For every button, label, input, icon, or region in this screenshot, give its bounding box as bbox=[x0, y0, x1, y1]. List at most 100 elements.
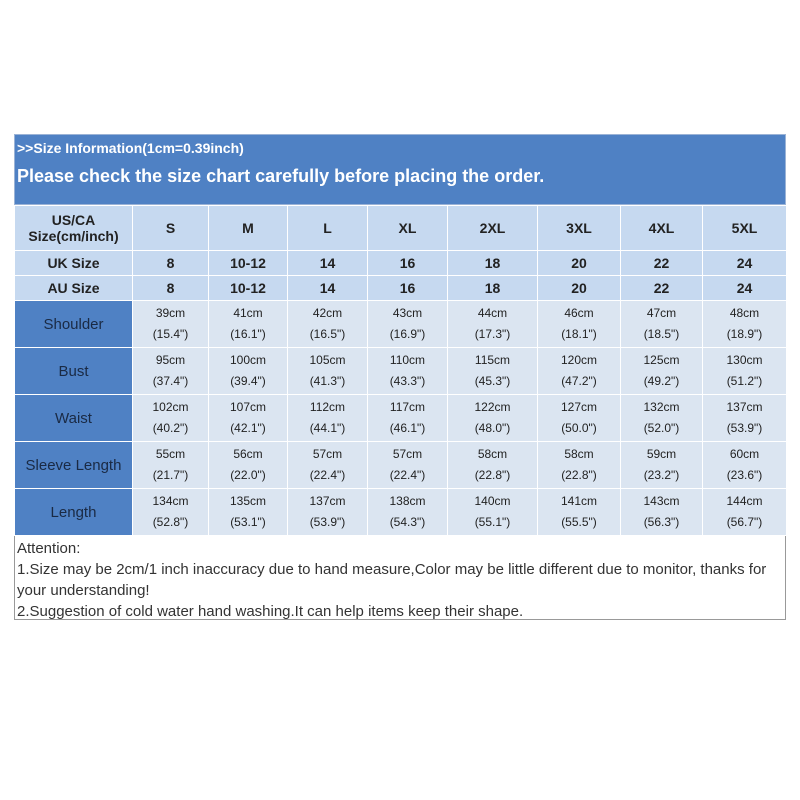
cm-value: 60cm bbox=[729, 447, 760, 461]
measure-cell: 39cm (15.4") bbox=[132, 300, 209, 348]
cm-value: 141cm bbox=[560, 494, 598, 508]
header-title: Please check the size chart carefully be… bbox=[17, 166, 545, 186]
measure-cell: 41cm (16.1") bbox=[208, 300, 288, 348]
inch-value: (55.1") bbox=[474, 515, 511, 529]
inch-value: (22.4") bbox=[389, 468, 426, 482]
inch-value: (18.9") bbox=[726, 327, 763, 341]
size-cell: 10-12 bbox=[208, 250, 288, 276]
size-cell: 14 bbox=[287, 275, 368, 301]
inch-value: (52.0") bbox=[643, 421, 680, 435]
measure-cell: 112cm (44.1") bbox=[287, 394, 368, 442]
measure-cell: 135cm (53.1") bbox=[208, 488, 288, 536]
cm-value: 112cm bbox=[309, 400, 346, 414]
size-cell: 20 bbox=[537, 275, 621, 301]
attention-item: 2.Suggestion of cold water hand washing.… bbox=[17, 603, 524, 620]
cm-value: 100cm bbox=[229, 353, 267, 367]
cm-value: 41cm bbox=[233, 306, 263, 320]
inch-value: (56.3") bbox=[643, 515, 680, 529]
inch-value: (53.1") bbox=[230, 515, 266, 529]
inch-value: (23.2") bbox=[643, 468, 680, 482]
cm-value: 132cm bbox=[643, 400, 680, 414]
column-header: L bbox=[287, 205, 368, 251]
measure-cell: 137cm (53.9") bbox=[702, 394, 787, 442]
cm-value: 102cm bbox=[152, 400, 189, 414]
cm-value: 138cm bbox=[389, 494, 426, 508]
measure-cell: 58cm (22.8") bbox=[537, 441, 621, 489]
size-cell: 14 bbox=[287, 250, 368, 276]
row-label: Sleeve Length bbox=[14, 441, 133, 489]
size-cell: 8 bbox=[132, 275, 209, 301]
size-cell: 16 bbox=[367, 250, 448, 276]
size-table: US/CA Size(cm/inch) S M L XL 2XL 3XL 4XL 5XL UK S… bbox=[14, 205, 787, 536]
size-cell: 24 bbox=[702, 275, 787, 301]
inch-value: (46.1") bbox=[389, 421, 426, 435]
measure-cell: 132cm (52.0") bbox=[620, 394, 703, 442]
cm-value: 137cm bbox=[726, 400, 763, 414]
measure-cell: 120cm (47.2") bbox=[537, 347, 621, 395]
measure-cell: 130cm (51.2") bbox=[702, 347, 787, 395]
measure-cell: 57cm (22.4") bbox=[287, 441, 368, 489]
inch-value: (49.2") bbox=[643, 374, 680, 388]
inch-value: (21.7") bbox=[152, 468, 189, 482]
cm-value: 59cm bbox=[646, 447, 677, 461]
size-cell: 8 bbox=[132, 250, 209, 276]
measure-cell: 59cm (23.2") bbox=[620, 441, 703, 489]
inch-value: (22.0") bbox=[230, 468, 266, 482]
inch-value: (44.1") bbox=[309, 421, 346, 435]
measure-row: Waist 102cm (40.2") 107cm (42.1") 112cm (44.1"… bbox=[14, 394, 787, 442]
measure-cell: 102cm (40.2") bbox=[132, 394, 209, 442]
cm-value: 57cm bbox=[392, 447, 423, 461]
inch-value: (55.5") bbox=[561, 515, 597, 529]
inch-value: (41.3") bbox=[309, 374, 346, 388]
row-label: AU Size bbox=[14, 275, 133, 301]
measure-cell: 55cm (21.7") bbox=[132, 441, 209, 489]
measure-cell: 56cm (22.0") bbox=[208, 441, 288, 489]
measure-cell: 57cm (22.4") bbox=[367, 441, 448, 489]
cm-value: 143cm bbox=[643, 494, 680, 508]
inch-value: (45.3") bbox=[474, 374, 511, 388]
column-header: US/CA Size(cm/inch) bbox=[14, 205, 133, 251]
row-label: UK Size bbox=[14, 250, 133, 276]
cm-value: 57cm bbox=[312, 447, 343, 461]
header: >>Size Information(1cm=0.39inch) Please … bbox=[14, 134, 786, 205]
column-header: XL bbox=[367, 205, 448, 251]
header-note: >>Size Information(1cm=0.39inch) bbox=[17, 140, 244, 156]
row-label: Waist bbox=[14, 394, 133, 442]
cm-value: 144cm bbox=[726, 494, 763, 508]
inch-value: (42.1") bbox=[230, 421, 266, 435]
measure-cell: 138cm (54.3") bbox=[367, 488, 448, 536]
size-row: AU Size 8 10-12 14 16 18 20 22 24 bbox=[14, 275, 787, 301]
measure-cell: 110cm (43.3") bbox=[367, 347, 448, 395]
measure-cell: 137cm (53.9") bbox=[287, 488, 368, 536]
cm-value: 140cm bbox=[474, 494, 511, 508]
row-label: Bust bbox=[14, 347, 133, 395]
cm-value: 122cm bbox=[474, 400, 511, 414]
cm-value: 44cm bbox=[477, 306, 508, 320]
cm-value: 105cm bbox=[309, 353, 346, 367]
size-row: UK Size 8 10-12 14 16 18 20 22 24 bbox=[14, 250, 787, 276]
attention: Attention: 1.Size may be 2cm/1 inch inacc… bbox=[14, 536, 786, 620]
column-header: 2XL bbox=[447, 205, 538, 251]
measure-cell: 47cm (18.5") bbox=[620, 300, 703, 348]
inch-value: (56.7") bbox=[726, 515, 763, 529]
size-cell: 24 bbox=[702, 250, 787, 276]
measure-cell: 117cm (46.1") bbox=[367, 394, 448, 442]
row-label: Length bbox=[14, 488, 133, 536]
column-header: 5XL bbox=[702, 205, 787, 251]
size-cell: 18 bbox=[447, 275, 538, 301]
inch-value: (16.1") bbox=[230, 327, 266, 341]
measure-cell: 127cm (50.0") bbox=[537, 394, 621, 442]
measure-cell: 43cm (16.9") bbox=[367, 300, 448, 348]
cm-value: 55cm bbox=[155, 447, 186, 461]
measure-cell: 125cm (49.2") bbox=[620, 347, 703, 395]
inch-value: (51.2") bbox=[726, 374, 763, 388]
inch-value: (17.3") bbox=[474, 327, 511, 341]
cm-value: 48cm bbox=[729, 306, 760, 320]
measure-cell: 143cm (56.3") bbox=[620, 488, 703, 536]
cm-value: 107cm bbox=[229, 400, 267, 414]
cm-value: 46cm bbox=[564, 306, 594, 320]
measure-cell: 46cm (18.1") bbox=[537, 300, 621, 348]
header-row: US/CA Size(cm/inch) S M L XL 2XL 3XL 4XL 5XL bbox=[14, 205, 787, 251]
inch-value: (22.4") bbox=[309, 468, 346, 482]
